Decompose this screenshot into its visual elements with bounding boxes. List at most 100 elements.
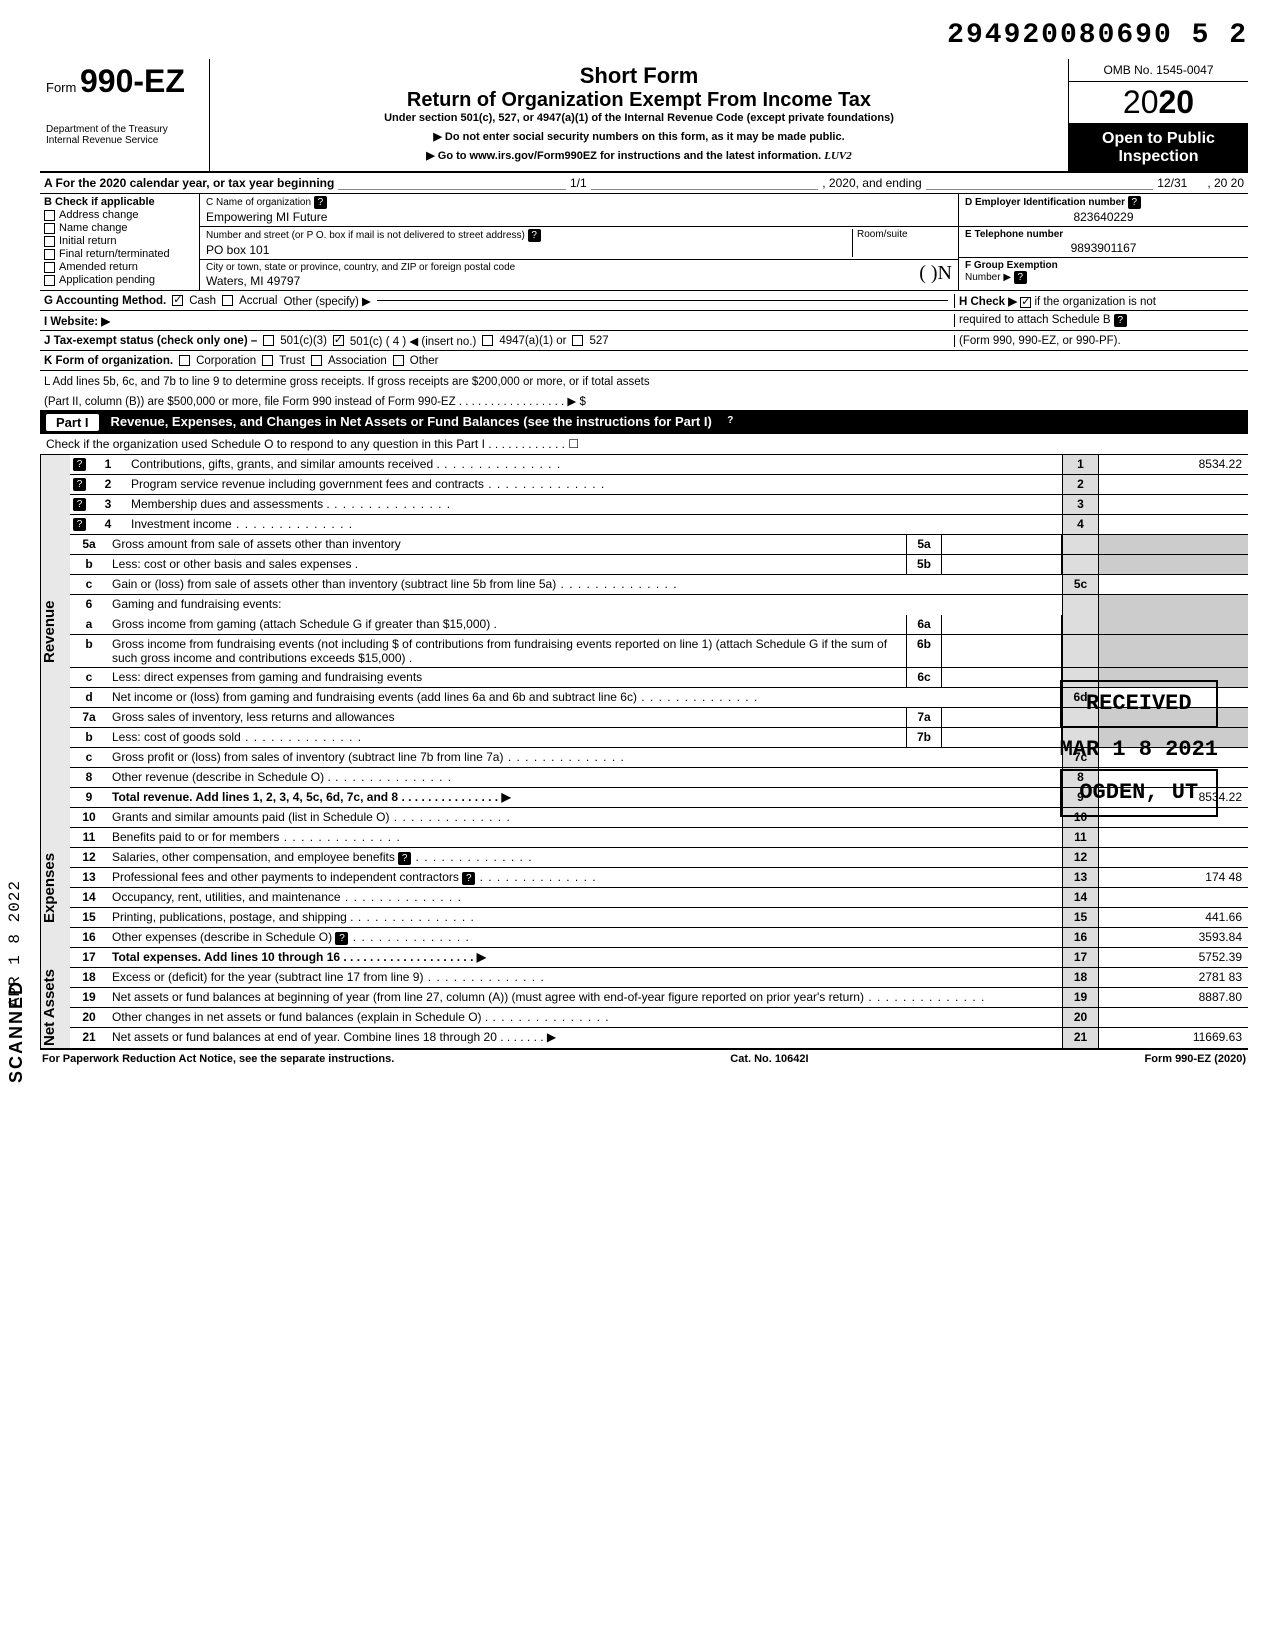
help-icon[interactable]: ? bbox=[73, 518, 86, 531]
help-icon[interactable]: ? bbox=[314, 196, 327, 209]
line-15-val: 441.66 bbox=[1098, 908, 1248, 927]
help-icon[interactable]: ? bbox=[73, 458, 86, 471]
line-11-num: 11 bbox=[70, 828, 108, 847]
help-icon[interactable]: ? bbox=[1128, 196, 1141, 209]
h-text-2: required to attach Schedule B bbox=[959, 314, 1111, 326]
cb-address-change[interactable]: Address change bbox=[44, 209, 195, 221]
line-2-num: 2 bbox=[89, 475, 127, 494]
line-4-num: 4 bbox=[89, 515, 127, 534]
help-icon[interactable]: ? bbox=[1114, 314, 1127, 327]
501c-label: 501(c) ( 4 ) ◀ (insert no.) bbox=[350, 334, 476, 348]
line-20-lbl: 20 bbox=[1062, 1008, 1098, 1027]
footer-mid: Cat. No. 10642I bbox=[730, 1053, 808, 1065]
form-title-1: Short Form bbox=[220, 63, 1058, 89]
line-6c-num: c bbox=[70, 668, 108, 687]
cb-527[interactable] bbox=[572, 335, 583, 346]
cb-cash[interactable] bbox=[172, 295, 183, 306]
room-label: Room/suite bbox=[857, 229, 952, 240]
line-11-lbl: 11 bbox=[1062, 828, 1098, 847]
help-icon[interactable]: ? bbox=[462, 872, 475, 885]
line-7b-desc: Less: cost of goods sold bbox=[108, 728, 906, 747]
line-17-lbl: 17 bbox=[1062, 948, 1098, 967]
line-5c-val bbox=[1098, 575, 1248, 594]
part-1-sub: Check if the organization used Schedule … bbox=[40, 434, 1248, 455]
form-number-big: 990-EZ bbox=[80, 63, 185, 99]
line-21-lbl: 21 bbox=[1062, 1028, 1098, 1048]
help-icon[interactable]: ? bbox=[1014, 271, 1027, 284]
cb-corporation[interactable] bbox=[179, 355, 190, 366]
line-17-desc: Total expenses. Add lines 10 through 16 … bbox=[108, 948, 1062, 967]
website-label: I Website: ▶ bbox=[44, 314, 110, 328]
cb-501c3[interactable] bbox=[263, 335, 274, 346]
help-icon[interactable]: ? bbox=[73, 478, 86, 491]
4947-label: 4947(a)(1) or bbox=[499, 335, 566, 347]
help-icon[interactable]: ? bbox=[335, 932, 348, 945]
line-7c-num: c bbox=[70, 748, 108, 767]
side-revenue: Revenue bbox=[40, 455, 70, 808]
row-j: J Tax-exempt status (check only one) – 5… bbox=[40, 331, 1248, 351]
line-13-num: 13 bbox=[70, 868, 108, 887]
line-7b-m: 7b bbox=[906, 728, 942, 747]
line-13-desc: Professional fees and other payments to … bbox=[112, 870, 459, 884]
cb-application-pending[interactable]: Application pending bbox=[44, 274, 195, 286]
cb-amended-return[interactable]: Amended return bbox=[44, 261, 195, 273]
row-l-1: L Add lines 5b, 6c, and 7b to line 9 to … bbox=[40, 371, 1248, 391]
cb-other-org[interactable] bbox=[393, 355, 404, 366]
line-5c-desc: Gain or (loss) from sale of assets other… bbox=[108, 575, 1062, 594]
line-5b-desc: Less: cost or other basis and sales expe… bbox=[108, 555, 906, 574]
help-icon[interactable]: ? bbox=[73, 498, 86, 511]
line-9-num: 9 bbox=[70, 788, 108, 807]
line-7a-desc: Gross sales of inventory, less returns a… bbox=[108, 708, 906, 727]
line-5b-num: b bbox=[70, 555, 108, 574]
line-7c-desc: Gross profit or (loss) from sales of inv… bbox=[108, 748, 1062, 767]
cb-final-return[interactable]: Final return/terminated bbox=[44, 248, 195, 260]
row-i: I Website: ▶ required to attach Schedule… bbox=[40, 311, 1248, 331]
handwritten-note: LUV2 bbox=[824, 150, 852, 162]
cb-501c[interactable] bbox=[333, 335, 344, 346]
help-icon[interactable]: ? bbox=[398, 852, 411, 865]
line-10-num: 10 bbox=[70, 808, 108, 827]
line-20-num: 20 bbox=[70, 1008, 108, 1027]
line-1-num: 1 bbox=[89, 455, 127, 474]
line-15-lbl: 15 bbox=[1062, 908, 1098, 927]
cash-label: Cash bbox=[189, 295, 216, 307]
line-18-lbl: 18 bbox=[1062, 968, 1098, 987]
line-18-val: 2781 83 bbox=[1098, 968, 1248, 987]
part-1-label: Part I bbox=[46, 414, 99, 431]
cb-trust[interactable] bbox=[262, 355, 273, 366]
501c3-label: 501(c)(3) bbox=[280, 335, 327, 347]
line-13-lbl: 13 bbox=[1062, 868, 1098, 887]
line-13-val: 174 48 bbox=[1098, 868, 1248, 887]
cb-4947[interactable] bbox=[482, 335, 493, 346]
line-6d-num: d bbox=[70, 688, 108, 707]
cb-h-check[interactable] bbox=[1020, 297, 1031, 308]
org-name: Empowering MI Future bbox=[206, 210, 952, 224]
row-a-end1: 12/31 bbox=[1157, 176, 1187, 190]
line-6c-desc: Less: direct expenses from gaming and fu… bbox=[108, 668, 906, 687]
help-icon[interactable]: ? bbox=[528, 229, 541, 242]
accrual-label: Accrual bbox=[239, 295, 277, 307]
cb-accrual[interactable] bbox=[222, 295, 233, 306]
line-8-desc: Other revenue (describe in Schedule O) . bbox=[108, 768, 1062, 787]
cb-name-change[interactable]: Name change bbox=[44, 222, 195, 234]
cb-initial-return[interactable]: Initial return bbox=[44, 235, 195, 247]
group-exemption-label: F Group Exemption bbox=[965, 260, 1058, 271]
col-b-header: B Check if applicable bbox=[44, 196, 195, 208]
line-3-desc: Membership dues and assessments . bbox=[127, 495, 1062, 514]
row-a-begin: 1/1 bbox=[570, 176, 587, 190]
line-7a-m: 7a bbox=[906, 708, 942, 727]
help-icon[interactable]: ? bbox=[724, 414, 737, 427]
col-b-checkboxes: B Check if applicable Address change Nam… bbox=[40, 194, 200, 290]
stamp-location: OGDEN, UT bbox=[1060, 769, 1218, 817]
row-a-tax-year: A For the 2020 calendar year, or tax yea… bbox=[40, 173, 1248, 194]
line-21-val: 11669.63 bbox=[1098, 1028, 1248, 1048]
part-1-title: Revenue, Expenses, and Changes in Net As… bbox=[111, 414, 712, 431]
city-label: City or town, state or province, country… bbox=[206, 262, 919, 273]
trust-label: Trust bbox=[279, 355, 305, 367]
line-15-num: 15 bbox=[70, 908, 108, 927]
h-check-label: H Check ▶ bbox=[959, 296, 1017, 308]
cb-association[interactable] bbox=[311, 355, 322, 366]
scan-date-stamp: APR 1 8 2022 bbox=[6, 880, 24, 1007]
document-id: 294920080690 5 2 bbox=[40, 20, 1248, 51]
footer-right: Form 990-EZ (2020) bbox=[1145, 1053, 1247, 1065]
